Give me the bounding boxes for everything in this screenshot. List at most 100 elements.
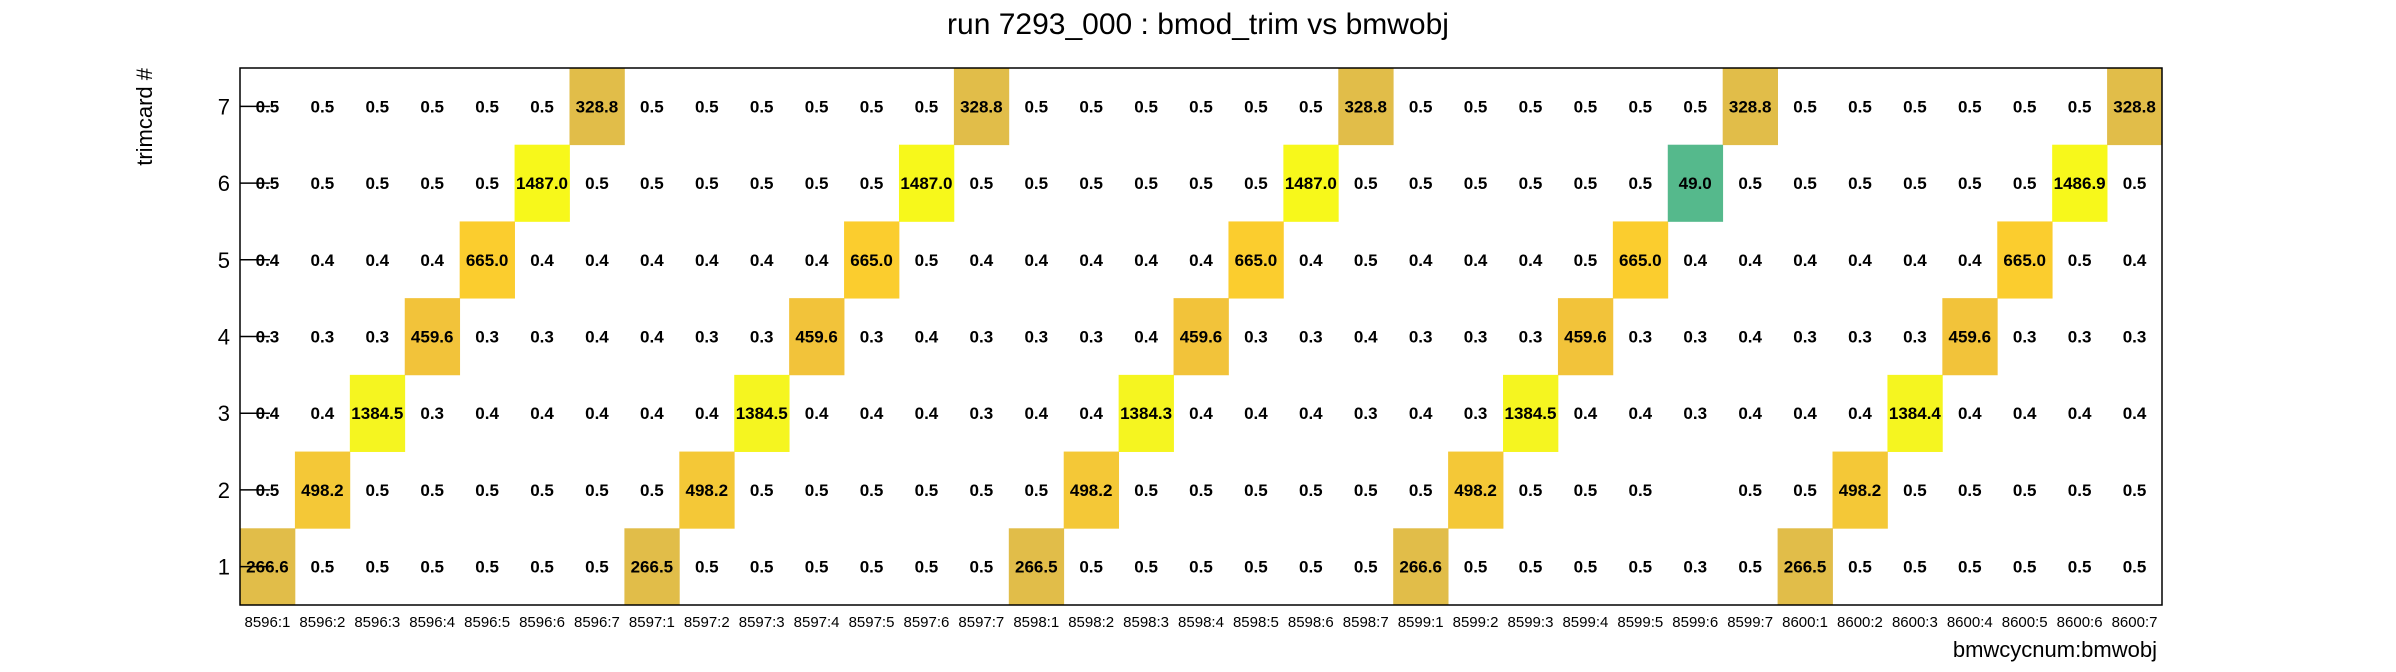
cell-value-label: 266.5 xyxy=(1015,558,1058,577)
x-tick-label: 8599:5 xyxy=(1617,614,1663,631)
cell-value-label: 0.5 xyxy=(695,558,719,577)
cell-value-label: 0.4 xyxy=(915,404,939,423)
cell-value-label: 0.5 xyxy=(1134,97,1158,116)
cell-value-label: 0.5 xyxy=(2123,481,2147,500)
x-tick-label: 8599:4 xyxy=(1562,614,1608,631)
cell-value-label: 0.5 xyxy=(1409,481,1433,500)
cell-value-label: 0.5 xyxy=(1134,558,1158,577)
cell-value-label: 0.5 xyxy=(1134,481,1158,500)
cell-value-label: 0.5 xyxy=(530,558,554,577)
y-tick-label: 6 xyxy=(218,171,230,196)
cell-value-label: 0.3 xyxy=(1244,328,1268,347)
cell-value-label: 0.5 xyxy=(311,97,335,116)
cell-value-label: 0.5 xyxy=(1738,558,1762,577)
cell-value-label: 1487.0 xyxy=(1285,174,1337,193)
x-tick-label: 8600:6 xyxy=(2057,614,2103,631)
cell-value-label: 0.5 xyxy=(750,558,774,577)
cell-value-label: 0.5 xyxy=(1574,558,1598,577)
cell-value-label: 0.5 xyxy=(640,174,664,193)
heatmap-cell xyxy=(1887,374,1943,452)
cell-value-label: 0.5 xyxy=(1299,558,1323,577)
cell-value-label: 459.6 xyxy=(1564,328,1607,347)
y-tick-label: 5 xyxy=(218,248,230,273)
cell-value-label: 328.8 xyxy=(1344,97,1387,116)
cell-value-label: 0.5 xyxy=(860,174,884,193)
cell-value-label: 0.5 xyxy=(695,97,719,116)
heatmap-cell xyxy=(1008,528,1065,606)
cell-value-label: 0.3 xyxy=(860,328,884,347)
cell-value-label: 0.5 xyxy=(1244,97,1268,116)
cell-value-label: 0.4 xyxy=(1793,404,1817,423)
y-tick-label: 1 xyxy=(218,555,230,580)
cell-value-label: 0.4 xyxy=(1738,328,1762,347)
cell-value-label: 498.2 xyxy=(1839,481,1882,500)
cell-value-label: 665.0 xyxy=(466,251,509,270)
cell-value-label: 498.2 xyxy=(1454,481,1497,500)
cell-value-label: 0.5 xyxy=(750,97,774,116)
cell-value-label: 0.5 xyxy=(475,558,499,577)
cell-value-label: 0.5 xyxy=(2068,97,2092,116)
x-tick-label: 8597:7 xyxy=(958,614,1004,631)
heatmap-cell xyxy=(679,451,735,529)
cell-value-label: 0.5 xyxy=(420,174,444,193)
cell-value-label: 0.4 xyxy=(1079,404,1103,423)
cell-value-label: 0.4 xyxy=(1079,251,1103,270)
x-tick-label: 8596:7 xyxy=(574,614,620,631)
cell-value-label: 0.5 xyxy=(311,558,335,577)
x-tick-label: 8599:3 xyxy=(1508,614,1554,631)
cell-value-label: 0.5 xyxy=(1574,174,1598,193)
cell-value-label: 0.3 xyxy=(2123,328,2147,347)
cell-value-label: 0.4 xyxy=(1903,251,1927,270)
x-tick-label: 8599:2 xyxy=(1453,614,1499,631)
cell-value-label: 266.5 xyxy=(631,558,674,577)
heatmap-cell xyxy=(1667,144,1724,222)
cell-value-label: 0.5 xyxy=(1024,97,1048,116)
cell-value-label: 0.3 xyxy=(1409,328,1433,347)
cell-value-label: 0.5 xyxy=(1409,174,1433,193)
cell-value-label: 0.5 xyxy=(640,481,664,500)
heatmap-cell xyxy=(1393,528,1449,606)
cell-value-label: 0.5 xyxy=(1738,174,1762,193)
x-tick-label: 8597:6 xyxy=(903,614,949,631)
cell-value-label: 0.5 xyxy=(1793,97,1817,116)
x-tick-label: 8596:1 xyxy=(245,614,291,631)
cell-value-label: 328.8 xyxy=(960,97,1003,116)
x-axis-title: bmwcycnum:bmwobj xyxy=(1953,637,2157,662)
heatmap-cell xyxy=(1997,221,2053,299)
cell-value-label: 0.3 xyxy=(1079,328,1103,347)
heatmap-cells xyxy=(240,68,2163,606)
cell-value-label: 0.5 xyxy=(1134,174,1158,193)
cell-value-label: 0.3 xyxy=(2068,328,2092,347)
cell-value-label: 0.4 xyxy=(1244,404,1268,423)
cell-value-label: 0.3 xyxy=(1903,328,1927,347)
cell-value-label: 0.5 xyxy=(860,558,884,577)
cell-value-label: 0.4 xyxy=(1793,251,1817,270)
cell-value-label: 0.3 xyxy=(1848,328,1872,347)
x-tick-label: 8599:1 xyxy=(1398,614,1444,631)
x-tick-label: 8599:7 xyxy=(1727,614,1773,631)
cell-value-label: 0.5 xyxy=(530,97,554,116)
cell-value-labels: 266.6 0.5 0.5 0.5 0.5 0.5 0.5 266.5 0.5 0.5 0.5 0.5… xyxy=(246,97,2156,576)
cell-value-label: 0.4 xyxy=(420,251,444,270)
heatmap-cell xyxy=(294,451,351,529)
x-tick-label: 8596:3 xyxy=(354,614,400,631)
cell-value-label: 0.3 xyxy=(970,404,994,423)
cell-value-label: 0.3 xyxy=(1464,328,1488,347)
x-tick-label: 8597:1 xyxy=(629,614,675,631)
x-tick-label: 8598:3 xyxy=(1123,614,1169,631)
heatmap-cell xyxy=(514,144,570,222)
cell-value-label: 1487.0 xyxy=(900,174,952,193)
heatmap-cell xyxy=(1722,68,1778,146)
heatmap-cell xyxy=(1173,298,1229,376)
cell-value-label: 0.5 xyxy=(915,251,939,270)
cell-value-label: 266.5 xyxy=(1784,558,1827,577)
cell-value-label: 0.3 xyxy=(1683,404,1707,423)
x-tick-label: 8596:2 xyxy=(299,614,345,631)
cell-value-label: 0.4 xyxy=(1628,404,1652,423)
cell-value-label: 0.5 xyxy=(1958,558,1982,577)
heatmap-cell xyxy=(1777,528,1833,606)
cell-value-label: 0.5 xyxy=(805,558,829,577)
cell-value-label: 0.4 xyxy=(1024,251,1048,270)
cell-value-label: 0.4 xyxy=(1958,404,1982,423)
